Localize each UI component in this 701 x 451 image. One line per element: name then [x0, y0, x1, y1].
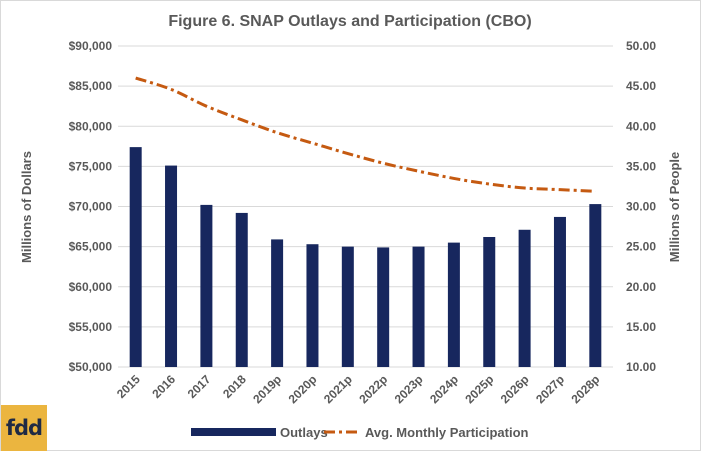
- outlays-bar: [129, 147, 142, 367]
- x-axis-ticks: 2015 2016 2017 2018 2019p 2020p 2021p 2022p 2023…: [114, 372, 602, 406]
- right-tick-label: 10.00: [626, 360, 656, 374]
- left-axis-ticks: $50,000 $55,000 $60,000 $65,000 $70,000 $75,0…: [69, 39, 113, 374]
- right-tick-label: 45.00: [626, 79, 656, 93]
- outlays-bar: [341, 246, 354, 367]
- left-tick-label: $75,000: [69, 159, 113, 173]
- gridlines: [118, 45, 613, 368]
- right-axis-ticks: 10.00 15.00 20.00 25.00 30.00 35.00 40.00 45.00…: [626, 39, 656, 374]
- legend-outlays-swatch: [191, 428, 276, 436]
- left-tick-label: $60,000: [69, 280, 113, 294]
- right-tick-label: 40.00: [626, 119, 656, 133]
- outlays-bar: [235, 212, 248, 367]
- right-tick-label: 15.00: [626, 320, 656, 334]
- right-tick-label: 30.00: [626, 200, 656, 214]
- fdd-logo: fdd: [1, 405, 47, 451]
- participation-line: [135, 76, 596, 193]
- left-tick-label: $85,000: [69, 79, 113, 93]
- left-tick-label: $65,000: [69, 240, 113, 254]
- left-tick-label: $90,000: [69, 39, 113, 53]
- outlays-bar: [447, 242, 460, 367]
- legend-participation-label: Avg. Monthly Participation: [365, 425, 529, 440]
- x-tick-label: 2022p: [356, 372, 390, 406]
- outlays-bar: [412, 246, 425, 367]
- legend: Outlays Avg. Monthly Participation: [191, 425, 529, 440]
- right-tick-label: 20.00: [626, 280, 656, 294]
- x-tick-label: 2028p: [568, 372, 602, 406]
- x-tick-label: 2026p: [498, 372, 532, 406]
- left-tick-label: $55,000: [69, 320, 113, 334]
- outlays-bar: [200, 204, 213, 367]
- outlays-bar: [165, 165, 178, 367]
- left-tick-label: $50,000: [69, 360, 113, 374]
- x-tick-label: 2027p: [533, 372, 567, 406]
- right-tick-label: 35.00: [626, 159, 656, 173]
- left-axis-title: Millions of Dollars: [19, 151, 34, 263]
- left-tick-label: $80,000: [69, 119, 113, 133]
- chart-title: Figure 6. SNAP Outlays and Participation…: [168, 13, 531, 30]
- x-tick-label: 2017: [185, 372, 214, 401]
- x-tick-label: 2021p: [321, 372, 355, 406]
- left-tick-label: $70,000: [69, 200, 113, 214]
- participation-line-path: [135, 76, 596, 193]
- outlays-bars: [129, 147, 602, 367]
- outlays-bar: [271, 239, 284, 367]
- right-axis-title: Millions of People: [667, 152, 682, 263]
- outlays-bar: [377, 247, 390, 367]
- x-tick-label: 2023p: [392, 372, 426, 406]
- x-tick-label: 2024p: [427, 372, 461, 406]
- x-tick-label: 2025p: [462, 372, 496, 406]
- x-tick-label: 2016: [149, 372, 178, 401]
- outlays-bar: [483, 236, 496, 367]
- x-tick-label: 2015: [114, 372, 143, 401]
- x-tick-label: 2018: [220, 372, 249, 401]
- outlays-bar: [553, 216, 566, 367]
- x-tick-label: 2019p: [250, 372, 284, 406]
- right-tick-label: 25.00: [626, 240, 656, 254]
- legend-outlays-label: Outlays: [280, 425, 328, 440]
- outlays-bar: [518, 229, 531, 367]
- outlays-bar: [306, 244, 319, 367]
- x-tick-label: 2020p: [286, 372, 320, 406]
- right-tick-label: 50.00: [626, 39, 656, 53]
- outlays-bar: [589, 204, 602, 367]
